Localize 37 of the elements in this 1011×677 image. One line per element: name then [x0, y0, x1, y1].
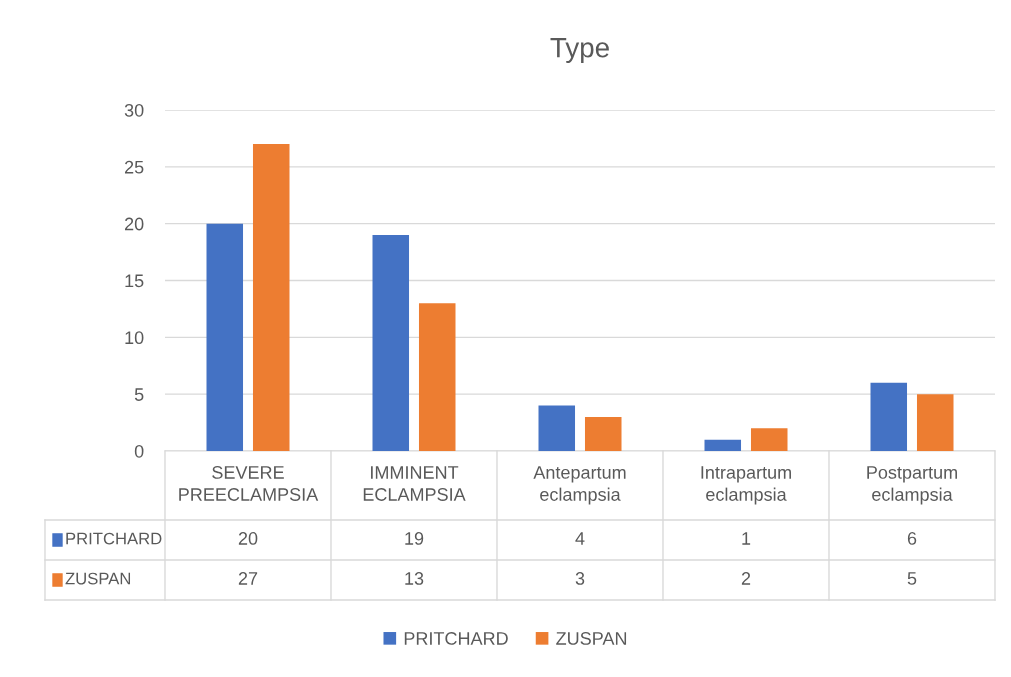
bar [704, 439, 742, 451]
bar [418, 303, 456, 451]
bar [870, 382, 908, 451]
y-tick-label: 5 [134, 388, 144, 401]
bar [206, 223, 244, 451]
y-tick-label: 30 [124, 103, 144, 117]
legend-label: ZUSPAN [65, 572, 131, 585]
data-label: 2 [741, 572, 751, 585]
x-tick-label: Intrapartum eclampsia [701, 466, 791, 505]
x-tick-label: Postpartum eclampsia [867, 466, 957, 505]
legend-label: PRITCHARD [66, 532, 162, 545]
x-tick-label: SEVERE PREECLAMPSIA [179, 466, 319, 501]
data-label: 4 [575, 532, 585, 545]
bar [372, 235, 410, 451]
y-tick-label: 20 [124, 217, 144, 231]
data-label: 1 [742, 532, 751, 545]
text: ZUSPAN [556, 632, 627, 645]
bar [750, 428, 788, 451]
bar [252, 144, 290, 451]
data-label: 13 [405, 572, 424, 585]
data-label: 19 [405, 532, 424, 545]
bar [584, 416, 622, 451]
x-tick-label: IMMINENT ECLAMPSIA [363, 466, 466, 501]
y-tick-label: 10 [125, 331, 144, 345]
x-tick-label: Antepartum eclampsia [533, 466, 626, 505]
data-label: 27 [238, 572, 258, 585]
y-tick-label: 15 [125, 274, 144, 288]
y-tick-label: 25 [124, 160, 144, 174]
chart-title: Type [550, 38, 609, 63]
data-label: 5 [907, 572, 917, 585]
text: PRITCHARD [404, 632, 508, 645]
data-label: 3 [575, 572, 585, 585]
y-tick-label: 0 [134, 444, 144, 458]
data-label: 20 [238, 532, 258, 545]
bar [916, 394, 954, 451]
bar [538, 405, 576, 451]
data-label: 6 [907, 532, 917, 545]
